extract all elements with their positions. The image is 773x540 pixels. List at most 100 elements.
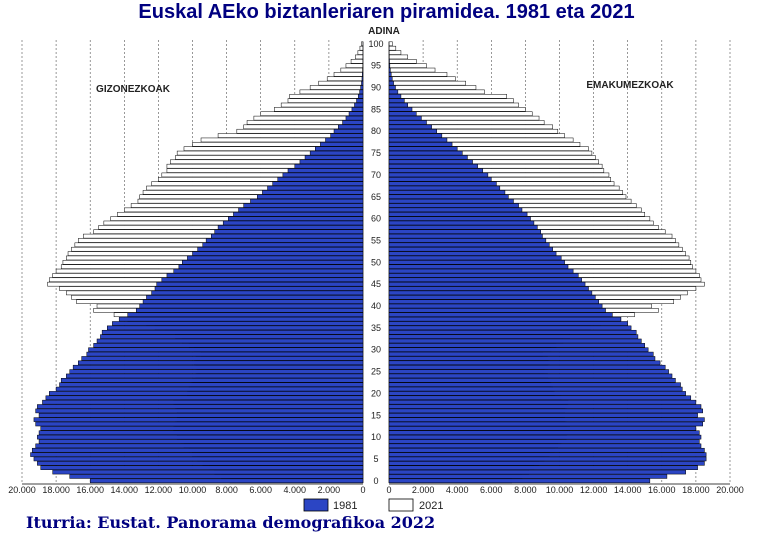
- bar-1981-female: [388, 378, 676, 383]
- bar-2021-female: [388, 76, 456, 82]
- bar-1981-male: [38, 439, 364, 444]
- age-tick-label: 30: [371, 345, 381, 355]
- bar-1981-female: [388, 72, 392, 77]
- bar-1981-male: [205, 238, 364, 243]
- bar-1981-male: [299, 159, 364, 165]
- bar-1981-female: [388, 430, 700, 436]
- bar-1981-male: [257, 194, 364, 200]
- bar-1981-male: [38, 430, 364, 436]
- bar-1981-female: [388, 273, 579, 278]
- x-tick-label-left: 16.000: [76, 485, 104, 495]
- x-tick-label-left: 8.000: [215, 485, 238, 495]
- bar-1981-male: [40, 465, 364, 470]
- bar-1981-male: [222, 220, 364, 226]
- bar-2021-female: [388, 45, 397, 51]
- bar-1981-male: [38, 413, 364, 418]
- bar-2021-female: [388, 85, 477, 90]
- bar-1981-female: [388, 146, 458, 151]
- bar-1981-male: [325, 137, 364, 143]
- bar-2021-male: [359, 45, 364, 51]
- bar-1981-male: [89, 478, 364, 484]
- bar-1981-female: [388, 120, 427, 125]
- bar-1981-male: [100, 334, 364, 339]
- bar-2021-female: [388, 93, 507, 99]
- x-tick-label-left: 2.000: [318, 485, 341, 495]
- bar-1981-female: [388, 63, 391, 68]
- x-tick-label-left: 6.000: [249, 485, 272, 495]
- bar-1981-male: [178, 264, 364, 269]
- age-tick-label: 0: [373, 476, 378, 486]
- bar-1981-male: [151, 290, 364, 296]
- bar-1981-female: [388, 474, 668, 479]
- bar-2021-male: [309, 85, 364, 90]
- bar-1981-male: [127, 312, 364, 318]
- bar-1981-male: [267, 185, 364, 191]
- bar-1981-female: [388, 137, 448, 143]
- bar-1981-female: [388, 255, 562, 261]
- x-tick-label-right: 8.000: [514, 485, 537, 495]
- bar-1981-male: [173, 268, 364, 274]
- bar-2021-female: [388, 63, 427, 68]
- bar-1981-female: [388, 80, 394, 86]
- bar-1981-female: [388, 316, 622, 322]
- bar-2021-female: [388, 41, 393, 47]
- bar-1981-male: [40, 426, 364, 431]
- age-tick-label: 20: [371, 388, 381, 398]
- age-tick-label: 45: [371, 279, 381, 289]
- legend: 1981 2021: [303, 498, 443, 512]
- bar-1981-male: [66, 373, 364, 379]
- bar-1981-male: [30, 452, 364, 457]
- x-tick-label-right: 0: [386, 485, 391, 495]
- x-tick-label-left: 10.000: [179, 485, 207, 495]
- bar-2021-female: [388, 50, 402, 55]
- bar-1981-male: [33, 456, 364, 462]
- x-tick-label-right: 10.000: [546, 485, 574, 495]
- bar-2021-female: [388, 102, 519, 108]
- bar-1981-male: [192, 251, 364, 256]
- bar-1981-female: [388, 198, 514, 204]
- bar-1981-female: [388, 89, 399, 95]
- bar-1981-female: [388, 404, 702, 409]
- bar-1981-male: [262, 190, 364, 195]
- bar-1981-female: [388, 303, 603, 309]
- bar-1981-male: [37, 404, 364, 409]
- bar-1981-female: [388, 203, 519, 208]
- bar-1981-female: [388, 181, 497, 186]
- bar-1981-male: [146, 295, 364, 300]
- bar-1981-female: [388, 356, 656, 361]
- legend-swatch-1981: [303, 498, 329, 512]
- bar-2021-female: [388, 59, 417, 64]
- bar-1981-male: [338, 124, 364, 130]
- x-tick-label-right: 4.000: [446, 485, 469, 495]
- bar-1981-female: [388, 163, 478, 169]
- bar-1981-female: [388, 93, 402, 99]
- bar-2021-male: [340, 67, 364, 73]
- bar-1981-male: [142, 299, 364, 304]
- bar-1981-female: [388, 461, 705, 466]
- bar-1981-male: [361, 76, 364, 82]
- bar-1981-female: [388, 413, 698, 418]
- bar-1981-female: [388, 360, 661, 366]
- bar-1981-male: [88, 347, 364, 352]
- age-tick-label: 70: [371, 170, 381, 180]
- bar-1981-female: [388, 67, 391, 73]
- bar-1981-male: [42, 399, 364, 405]
- age-tick-label: 80: [371, 126, 381, 136]
- bar-1981-female: [388, 216, 531, 221]
- x-tick-label-left: 18.000: [42, 485, 70, 495]
- bar-1981-male: [315, 146, 364, 151]
- bar-1981-male: [342, 120, 364, 125]
- bar-1981-female: [388, 347, 649, 352]
- bar-1981-female: [388, 369, 669, 374]
- bar-1981-male: [320, 142, 364, 147]
- bar-1981-female: [388, 434, 702, 440]
- bar-1981-male: [31, 447, 364, 453]
- age-tick-label: 40: [371, 301, 381, 311]
- x-tick-label-left: 12.000: [145, 485, 173, 495]
- bar-1981-male: [277, 177, 364, 182]
- bar-2021-male: [355, 54, 364, 60]
- bar-1981-female: [388, 338, 642, 344]
- bar-2021-male: [274, 107, 364, 112]
- bar-1981-male: [37, 434, 364, 440]
- left-side-label: GIZONEZKOAK: [96, 84, 171, 95]
